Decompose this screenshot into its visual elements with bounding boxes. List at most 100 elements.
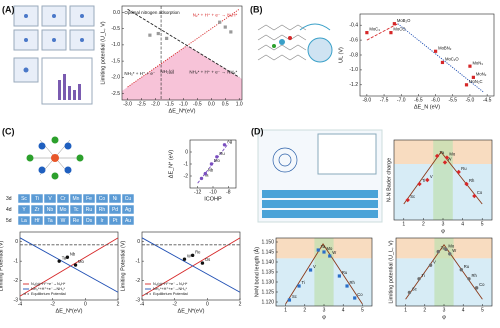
point-label: Rh — [350, 280, 356, 285]
element-cell — [17, 215, 31, 226]
point-label: Ti — [422, 178, 425, 183]
x-tick-label: 2 — [422, 221, 425, 227]
x-tick-label: -1.5 — [165, 101, 174, 107]
y-axis-label: N≡N bond length (Å) — [253, 247, 260, 297]
point — [464, 83, 469, 87]
point-label: Ru — [464, 264, 470, 269]
point — [405, 197, 410, 203]
y-tick-label: 0.0 — [113, 10, 120, 16]
line — [403, 151, 483, 205]
y-tick-label: 0 — [137, 239, 140, 245]
x-tick-label: -7.5 — [380, 97, 389, 103]
point — [209, 162, 214, 166]
point-label: Ta — [321, 244, 326, 249]
point — [57, 259, 61, 263]
y-axis-label: Limiting potential (U_L, V) — [100, 21, 106, 84]
x-axis-label: ΔE_N*(eV) — [56, 308, 83, 314]
y-tick-label: -1 — [184, 161, 189, 167]
annotation: NH₃* + H⁺ + e⁻ — [124, 71, 155, 76]
x-tick-label: -7.0 — [397, 97, 406, 103]
point-label: Ti — [422, 273, 425, 278]
x-tick-label: 2 — [239, 301, 242, 307]
element-label: Rh — [99, 207, 106, 213]
element-label: Mn — [73, 196, 80, 202]
y-tick-label: 0 — [15, 239, 18, 245]
x-tick-label: 1 — [402, 221, 405, 227]
y-tick-label: -1 — [136, 258, 141, 264]
x-tick-label: -1.0 — [179, 101, 188, 107]
element-label: Fe — [86, 196, 92, 202]
point-label: Mo — [449, 152, 455, 157]
point — [389, 31, 393, 35]
point — [345, 284, 349, 288]
x-tick-label: 0.5 — [222, 101, 229, 107]
point — [199, 176, 204, 181]
point — [203, 171, 208, 176]
x-tick-label: 5 — [481, 307, 484, 313]
panel-label: (C) — [2, 126, 15, 136]
point — [229, 30, 233, 34]
element-label: W — [61, 218, 66, 224]
line-label: NH₂* + H⁺ + e⁻ → NH₃* — [189, 69, 237, 74]
point-label: Co — [477, 190, 483, 195]
point-label: Sc — [292, 294, 297, 299]
y-tick-label: -1.0 — [349, 67, 358, 73]
point-label: MoB₂O — [397, 18, 411, 23]
plot-frame — [19, 231, 119, 301]
point-label: W — [447, 157, 451, 162]
x-tick-label: -6.0 — [431, 97, 440, 103]
region — [122, 46, 242, 100]
element-label: Ni — [113, 196, 118, 202]
point — [456, 169, 461, 175]
point — [417, 277, 421, 281]
line — [405, 244, 483, 300]
y-axis-label: Limiting Potential (V) — [0, 240, 4, 291]
element-cell — [30, 193, 44, 204]
element-label: Nb — [47, 207, 54, 213]
point — [337, 274, 341, 278]
y-tick-label: -1.0 — [111, 42, 120, 48]
point — [328, 254, 332, 258]
element-label: Co — [99, 196, 106, 202]
panel-label: (A) — [2, 4, 15, 14]
y-axis-label: Limiting potential (U_L, V) — [388, 240, 394, 303]
x-axis-label: ΔE_N*(eV) — [169, 108, 196, 114]
point — [433, 49, 438, 53]
x-axis-label: ΔE_N*(eV) — [178, 308, 205, 314]
point — [322, 250, 326, 254]
point — [223, 25, 227, 29]
y-tick-label: 1.125 — [261, 289, 274, 295]
element-label: Re — [73, 218, 80, 224]
element-label: V — [48, 196, 52, 202]
point — [190, 253, 195, 258]
point-label: Ru — [342, 270, 348, 275]
decor — [13, 5, 383, 223]
x-tick-label: -4 — [140, 301, 145, 307]
point — [474, 286, 479, 290]
element-cell — [121, 215, 135, 226]
point-label: Mo — [448, 243, 454, 248]
plot-frame — [121, 5, 243, 101]
y-tick-label: -1.5 — [111, 58, 120, 64]
legend-label: NH₂*+H⁺+e⁻→NH₃* — [153, 287, 188, 291]
point — [442, 160, 448, 165]
element-cell — [108, 204, 122, 215]
point — [468, 64, 472, 68]
panel-label: (D) — [251, 126, 264, 136]
y-tick-label: 1.140 — [261, 259, 274, 265]
x-tick-label: -4.5 — [483, 97, 492, 103]
point — [308, 268, 313, 272]
point — [222, 143, 227, 147]
element-cell — [95, 204, 109, 215]
element-label: Ru — [86, 207, 93, 213]
x-tick-label: -10 — [209, 189, 216, 195]
charts: -3.0 -2.5 -2.0 -1.5 -1.0 -0.5 0.0 0.5 1.00.0-0.5… — [0, 5, 495, 320]
point — [165, 36, 169, 41]
x-tick-label: 4 — [342, 307, 345, 313]
x-tick-label: 4 — [461, 221, 464, 227]
element-cell — [56, 193, 70, 204]
x-axis-label: ΔE_N (eV) — [414, 104, 440, 110]
point — [200, 261, 205, 265]
point-label: Ta — [441, 246, 446, 251]
